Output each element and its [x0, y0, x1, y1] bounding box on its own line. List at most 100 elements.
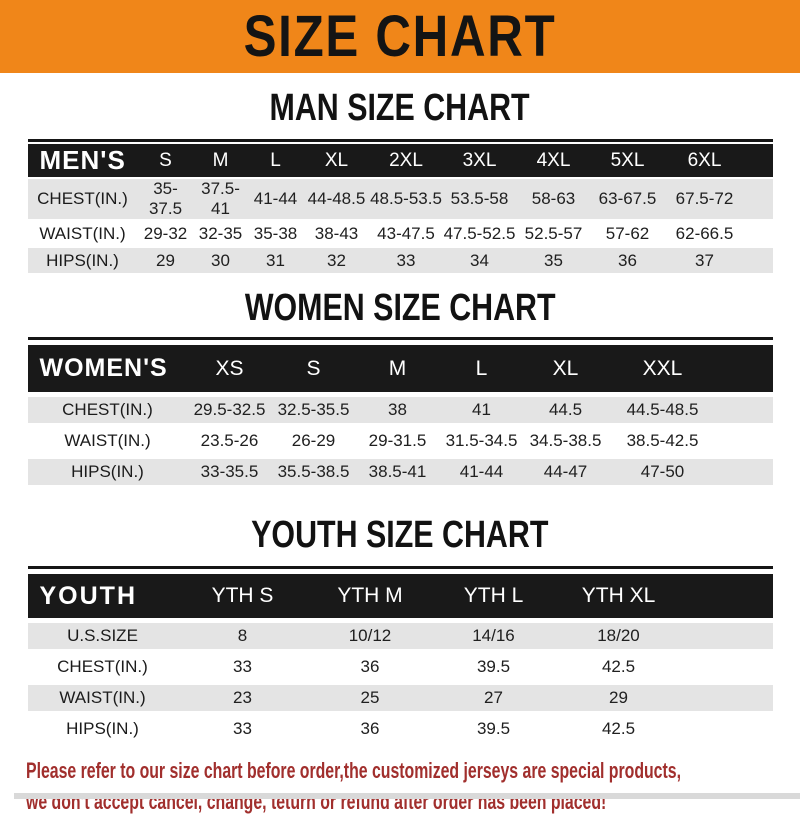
- notice-line-1: Please refer to our size chart before or…: [26, 758, 681, 783]
- youth-hips-value: 39.5: [476, 719, 511, 738]
- youth-ussize-value: 14/16: [472, 626, 515, 645]
- youth-section-heading: YOUTH SIZE CHART: [251, 514, 549, 556]
- youth-hips-row: HIPS(IN.) 33 36 39.5 42.5: [27, 716, 773, 742]
- men-col-header-l: L: [270, 149, 281, 171]
- youth-ussize-row-label: U.S.SIZE: [67, 626, 138, 645]
- men-waist-value: 52.5-57: [524, 223, 583, 243]
- spacer-cell: [683, 574, 773, 618]
- men-col-header-3xl: 3XL: [462, 149, 497, 171]
- youth-chest-value: 42.5: [601, 657, 636, 676]
- notice-line-2: we don't accept cancel, change, teturn o…: [26, 789, 607, 814]
- men-chest-value: 63-67.5: [598, 189, 657, 208]
- youth-section: YOUTH SIZE CHART YOUTH YTH S YTH M YTH L…: [0, 490, 800, 747]
- men-waist-value: 47.5-52.5: [443, 223, 516, 243]
- men-corner-label: MEN'S: [39, 145, 126, 175]
- youth-waist-value: 23: [233, 688, 252, 707]
- women-corner-label: WOMEN'S: [39, 354, 168, 382]
- size-chart-banner: SIZE CHART: [0, 0, 800, 73]
- youth-waist-row: WAIST(IN.) 23 25 27 29: [27, 685, 773, 711]
- women-size-table: WOMEN'S XS S M L XL XXL CHEST(IN.) 29.5-…: [27, 337, 773, 490]
- men-hips-value: 30: [211, 250, 230, 270]
- women-hips-value: 35.5-38.5: [277, 462, 350, 481]
- men-chest-value: 53.5-58: [450, 189, 509, 208]
- men-col-header-5xl: 5XL: [610, 149, 645, 171]
- women-col-header-m: M: [388, 356, 407, 380]
- youth-ussize-value: 8: [237, 626, 248, 645]
- spacer-cell: [745, 248, 773, 273]
- men-waist-value: 43-47.5: [377, 223, 435, 243]
- youth-chest-value: 36: [360, 657, 380, 676]
- youth-ussize-value: 10/12: [348, 626, 392, 645]
- men-col-header-m: M: [212, 149, 229, 171]
- men-chest-value: 37.5-41: [201, 179, 240, 218]
- men-hips-value: 34: [470, 250, 489, 270]
- men-section-heading: MAN SIZE CHART: [269, 87, 531, 129]
- women-waist-row-label: WAIST(IN.): [64, 431, 151, 450]
- youth-corner-label: YOUTH: [39, 581, 137, 610]
- men-chest-value: 41-44: [253, 189, 298, 208]
- men-chest-value: 44-48.5: [307, 189, 366, 208]
- men-size-table: MEN'S S M L XL 2XL 3XL 4XL 5XL 6XL CHEST…: [27, 139, 773, 275]
- women-waist-value: 26-29: [291, 431, 336, 450]
- women-col-header-xs: XS: [215, 356, 244, 380]
- youth-hips-value: 36: [360, 719, 380, 738]
- women-chest-value: 38: [388, 400, 407, 419]
- youth-col-header-l: YTH L: [463, 584, 524, 607]
- youth-chest-row: CHEST(IN.) 33 36 39.5 42.5: [27, 654, 773, 680]
- women-chest-row-label: CHEST(IN.): [62, 400, 153, 419]
- youth-ussize-row: U.S.SIZE 8 10/12 14/16 18/20: [27, 623, 773, 649]
- men-chest-value: 35-37.5: [148, 179, 183, 218]
- men-header-row: MEN'S S M L XL 2XL 3XL 4XL 5XL 6XL: [27, 144, 773, 177]
- youth-chest-value: 33: [233, 657, 252, 676]
- women-waist-value: 23.5-26: [200, 431, 259, 450]
- spacer-cell: [745, 179, 773, 219]
- men-chest-row: CHEST(IN.) 35-37.5 37.5-41 41-44 44-48.5…: [27, 179, 773, 219]
- women-waist-value: 34.5-38.5: [529, 431, 602, 450]
- youth-waist-value: 29: [609, 688, 628, 707]
- spacer-cell: [683, 685, 773, 711]
- youth-hips-value: 42.5: [601, 719, 636, 738]
- youth-header-row: YOUTH YTH S YTH M YTH L YTH XL: [27, 574, 773, 618]
- men-waist-value: 35-38: [253, 223, 298, 243]
- spacer-cell: [718, 428, 773, 454]
- men-hips-value: 35: [544, 250, 563, 270]
- women-waist-value: 38.5-42.5: [626, 431, 699, 450]
- banner-title: SIZE CHART: [243, 4, 557, 69]
- youth-waist-row-label: WAIST(IN.): [59, 688, 146, 707]
- spacer-cell: [718, 397, 773, 423]
- women-chest-row: CHEST(IN.) 29.5-32.5 32.5-35.5 38 41 44.…: [27, 397, 773, 423]
- spacer-cell: [745, 144, 773, 177]
- women-col-header-xl: XL: [552, 356, 579, 380]
- youth-waist-value: 27: [484, 688, 503, 707]
- youth-chest-value: 39.5: [476, 657, 511, 676]
- women-col-header-xxl: XXL: [642, 356, 683, 380]
- women-col-header-s: S: [306, 356, 321, 380]
- spacer-cell: [683, 623, 773, 649]
- women-hips-row-label: HIPS(IN.): [71, 462, 144, 481]
- men-waist-value: 62-66.5: [675, 223, 734, 243]
- women-section-heading: WOMEN SIZE CHART: [244, 287, 556, 329]
- men-chest-value: 58-63: [531, 189, 576, 208]
- youth-ussize-value: 18/20: [597, 626, 640, 645]
- women-hips-value: 47-50: [640, 462, 685, 481]
- women-section: WOMEN SIZE CHART WOMEN'S XS S M L XL XXL…: [0, 275, 800, 490]
- women-waist-row: WAIST(IN.) 23.5-26 26-29 29-31.5 31.5-34…: [27, 428, 773, 454]
- youth-waist-value: 25: [360, 688, 380, 707]
- men-col-header-s: S: [159, 149, 172, 171]
- men-waist-row-label: WAIST(IN.): [39, 223, 126, 243]
- youth-size-table: YOUTH YTH S YTH M YTH L YTH XL U.S.SIZE …: [27, 566, 773, 747]
- men-col-header-2xl: 2XL: [389, 149, 423, 171]
- order-notice: Please refer to our size chart before or…: [0, 755, 800, 817]
- women-chest-value: 44.5: [548, 400, 583, 419]
- men-hips-value: 32: [327, 250, 346, 270]
- women-col-header-l: L: [475, 356, 488, 380]
- men-col-header-4xl: 4XL: [536, 149, 571, 171]
- men-hips-value: 37: [695, 250, 714, 270]
- youth-hips-value: 33: [233, 719, 252, 738]
- youth-chest-row-label: CHEST(IN.): [57, 657, 148, 676]
- men-hips-row-label: HIPS(IN.): [46, 250, 119, 270]
- men-waist-value: 32-35: [198, 223, 243, 243]
- men-waist-row: WAIST(IN.) 29-32 32-35 35-38 38-43 43-47…: [27, 221, 773, 246]
- bottom-divider: [14, 793, 800, 799]
- men-waist-value: 57-62: [605, 223, 650, 243]
